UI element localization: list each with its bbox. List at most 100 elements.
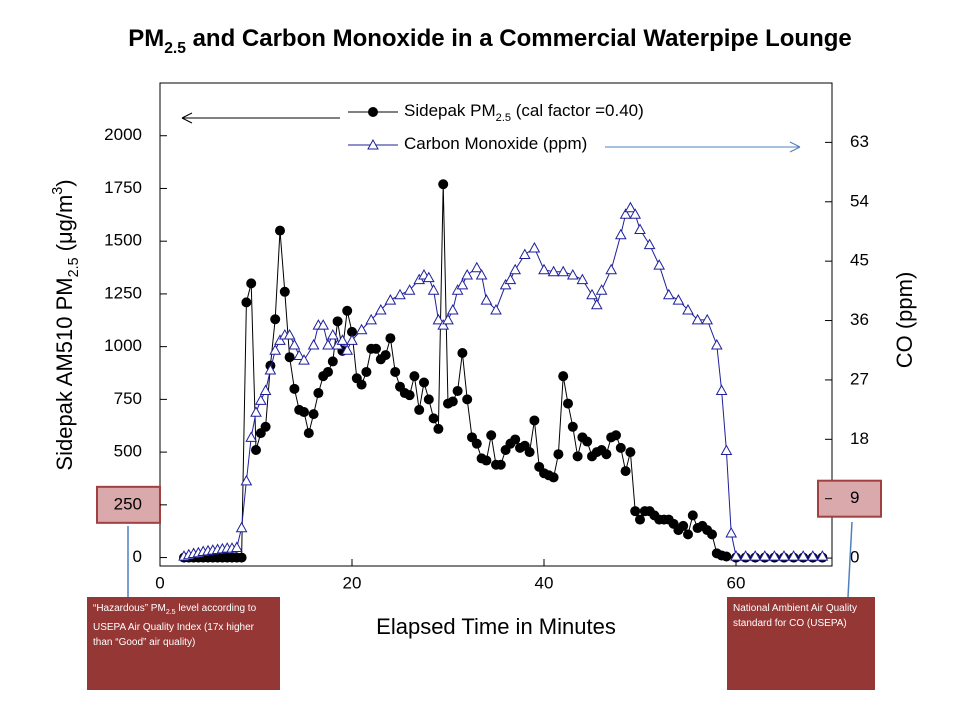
data-point [279, 286, 290, 297]
data-point [269, 344, 282, 355]
data-point [625, 447, 636, 458]
annotation-box: National Ambient Air Quality standard fo… [727, 597, 875, 690]
data-point [456, 278, 469, 290]
y-axis-label: Sidepak AM510 PM2.5 (μg/m3) [50, 179, 82, 470]
data-point [715, 384, 728, 395]
data-point [355, 323, 368, 335]
data-point [590, 298, 603, 310]
data-point [730, 550, 742, 561]
y-tick-label: 0 [133, 547, 142, 566]
data-point [446, 303, 459, 315]
data-point [462, 394, 473, 405]
data-point [270, 314, 281, 325]
data-point [701, 313, 714, 325]
data-point [246, 278, 257, 289]
data-point [553, 449, 564, 460]
data-point [816, 550, 829, 561]
y-tick-label: 1750 [104, 178, 142, 197]
data-point [432, 313, 445, 325]
data-point [707, 529, 717, 540]
data-point [427, 284, 440, 295]
data-point [529, 415, 540, 426]
data-point [566, 268, 579, 280]
data-point [749, 550, 762, 561]
data-point [643, 238, 656, 250]
data-point [289, 383, 300, 394]
data-point [470, 261, 483, 273]
data-point [254, 394, 267, 405]
data-point [547, 265, 560, 277]
legend-arrowhead [789, 141, 801, 153]
data-point [509, 263, 522, 275]
data-point [567, 421, 578, 432]
data-point [283, 329, 296, 340]
x-tick-label: 40 [535, 573, 554, 592]
data-point [307, 338, 320, 350]
data-point [384, 294, 397, 305]
data-point [499, 278, 512, 290]
data-point [720, 444, 733, 456]
y-tick-label: 2000 [104, 125, 142, 144]
data-point [614, 228, 627, 240]
data-point [404, 390, 415, 401]
data-point [678, 520, 689, 531]
data-point [481, 455, 492, 466]
data-point [326, 329, 339, 340]
data-point [582, 436, 593, 447]
data-point [361, 366, 372, 377]
data-point [630, 506, 641, 517]
data-point [371, 343, 381, 354]
data-point [672, 294, 685, 305]
data-point [236, 552, 247, 563]
data-point [619, 208, 632, 219]
y2-tick-label: 9 [850, 488, 859, 507]
data-point [327, 356, 338, 367]
data-point [332, 316, 343, 327]
data-point [275, 225, 285, 236]
data-point [298, 354, 310, 365]
data-point [725, 526, 738, 538]
series-line [183, 206, 823, 557]
data-point [422, 271, 435, 283]
data-point [635, 514, 645, 525]
data-point [356, 379, 367, 390]
data-point [595, 284, 608, 295]
data-point [423, 394, 434, 405]
data-point [409, 371, 420, 382]
data-point [471, 438, 482, 449]
annotation-box: “Hazardous” PM2.5 level according to USE… [87, 597, 280, 690]
y2-axis-label: CO (ppm) [892, 272, 917, 369]
data-point [558, 371, 569, 382]
legend-arrowhead [181, 112, 193, 124]
data-point [390, 366, 401, 377]
data-point [495, 459, 506, 470]
data-point [518, 248, 531, 260]
data-point [797, 550, 810, 561]
data-point [451, 284, 464, 295]
data-point [259, 384, 272, 395]
data-point [563, 398, 573, 409]
data-point [682, 303, 694, 315]
annotation-arrow [847, 521, 853, 598]
data-point [442, 313, 454, 325]
data-point [528, 241, 541, 253]
data-point [787, 550, 800, 561]
y-tick-label: 250 [114, 494, 142, 513]
data-point [480, 294, 493, 305]
data-point [605, 263, 618, 275]
y-tick-label: 1250 [104, 283, 142, 302]
x-axis-label: Elapsed Time in Minutes [376, 614, 616, 639]
tick-highlight [96, 485, 161, 524]
data-point [721, 551, 732, 562]
y2-tick-label: 27 [850, 369, 869, 388]
y2-tick-label: 63 [850, 132, 869, 151]
data-point [260, 421, 271, 432]
data-point [284, 352, 295, 363]
data-point [433, 423, 444, 434]
y2-tick-label: 0 [850, 548, 859, 567]
data-point [241, 297, 252, 308]
data-point [662, 288, 675, 300]
data-point [437, 319, 450, 330]
data-point [557, 265, 570, 277]
data-point [615, 442, 626, 453]
